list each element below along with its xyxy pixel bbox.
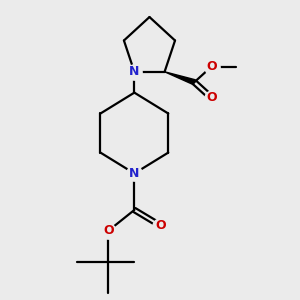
Text: O: O (155, 219, 166, 232)
Text: N: N (129, 65, 140, 78)
Text: O: O (103, 224, 114, 237)
Text: O: O (206, 60, 217, 73)
Text: N: N (129, 167, 140, 180)
Text: O: O (206, 92, 217, 104)
Polygon shape (165, 72, 195, 85)
